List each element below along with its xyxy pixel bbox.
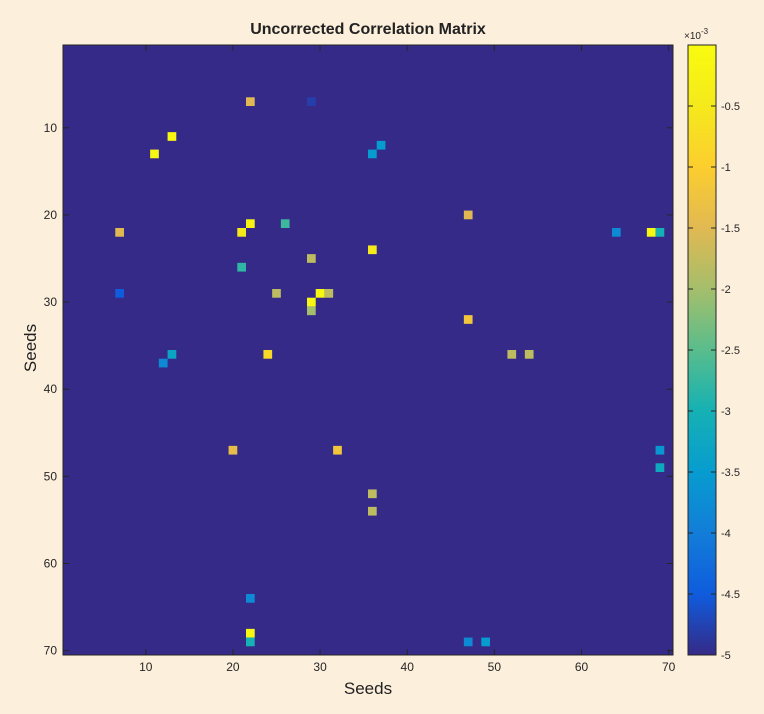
heatmap-cell <box>167 350 177 359</box>
heatmap-cell <box>115 228 124 237</box>
heatmap-cell <box>307 297 316 307</box>
colorbar-tick-label: -2 <box>721 284 731 296</box>
heatmap-cell <box>246 628 255 638</box>
colorbar-tick-label: -3.5 <box>721 467 740 479</box>
y-tick-label: 20 <box>44 208 58 222</box>
heatmap-cell <box>246 219 255 228</box>
heatmap-cell <box>481 637 490 647</box>
y-tick-label: 60 <box>44 557 58 571</box>
heatmap-cell <box>307 97 316 106</box>
y-axis-label: Seeds <box>21 324 40 372</box>
heatmap-cell <box>246 97 255 106</box>
colorbar-tick-label: -5 <box>721 650 731 662</box>
heatmap-cell <box>655 228 665 237</box>
heatmap-cell <box>237 262 246 272</box>
x-tick-label: 50 <box>488 660 502 674</box>
heatmap-cell <box>167 132 177 141</box>
heatmap-cell <box>263 350 273 359</box>
x-tick-label: 10 <box>139 660 153 674</box>
plot-frame <box>62 44 674 656</box>
heatmap-cell <box>246 637 255 647</box>
x-tick-label: 60 <box>575 660 589 674</box>
x-axis-label: Seeds <box>344 679 392 698</box>
heatmap-cell <box>376 140 386 150</box>
heatmap-cell <box>507 350 517 359</box>
heatmap-cell <box>646 228 656 237</box>
heatmap-cell <box>368 149 377 159</box>
heatmap-cell <box>150 149 159 159</box>
colorbar-tick-label: -2.5 <box>721 345 740 357</box>
heatmap-cell <box>333 445 342 455</box>
heatmap-cell <box>324 289 334 298</box>
heatmap-cell <box>655 463 665 472</box>
colorbar-tick-label: -0.5 <box>721 101 740 113</box>
heatmap-cell <box>368 506 377 516</box>
heatmap-cell <box>115 289 124 298</box>
x-tick-label: 20 <box>226 660 240 674</box>
heatmap-cell <box>524 350 534 359</box>
chart-title: Uncorrected Correlation Matrix <box>250 21 486 38</box>
heatmap-cell <box>612 228 621 237</box>
colorbar-tick-label: -4 <box>721 528 731 540</box>
colorbar-tick-label: -1.5 <box>721 223 740 235</box>
x-tick-label: 70 <box>662 660 676 674</box>
heatmap-cell <box>272 289 281 298</box>
y-tick-label: 40 <box>44 382 58 396</box>
heatmap-cell <box>463 210 473 220</box>
y-tick-label: 50 <box>44 469 58 483</box>
heatmap-cell <box>307 306 316 316</box>
heatmap-cell <box>280 219 290 228</box>
heatmap-cell <box>307 254 316 263</box>
heatmap-cell <box>158 358 168 368</box>
heatmap-cell <box>655 445 665 455</box>
colorbar-exponent-base: ×10 <box>684 31 701 42</box>
colorbar-exponent-power: -3 <box>701 27 709 36</box>
heatmap-cell <box>463 315 473 324</box>
colorbar-tick-label: -4.5 <box>721 589 740 601</box>
colorbar-tick-label: -3 <box>721 406 731 418</box>
heatmap-background <box>63 45 673 655</box>
x-tick-label: 40 <box>401 660 415 674</box>
y-tick-label: 70 <box>44 644 58 658</box>
heatmap-cell <box>237 228 246 237</box>
heatmap-cell <box>463 637 473 647</box>
colorbar-tick-label: -1 <box>721 162 731 174</box>
heatmap-cell <box>315 289 325 298</box>
heatmap-cell <box>228 445 238 455</box>
x-tick-label: 30 <box>313 660 327 674</box>
heatmap-cell <box>246 594 255 603</box>
heatmap-cell <box>368 489 377 499</box>
colorbar-exponent-label: ×10-3 <box>684 27 709 42</box>
y-tick-label: 10 <box>44 121 58 135</box>
colorbar: -0.5-1-1.5-2-2.5-3-3.5-4-4.5-5×10-3 <box>684 27 740 662</box>
y-tick-label: 30 <box>44 295 58 309</box>
heatmap-cell <box>368 245 377 255</box>
plot-area: 10 20 30 40 50 60 70 10 20 30 40 50 60 70 <box>44 44 676 674</box>
